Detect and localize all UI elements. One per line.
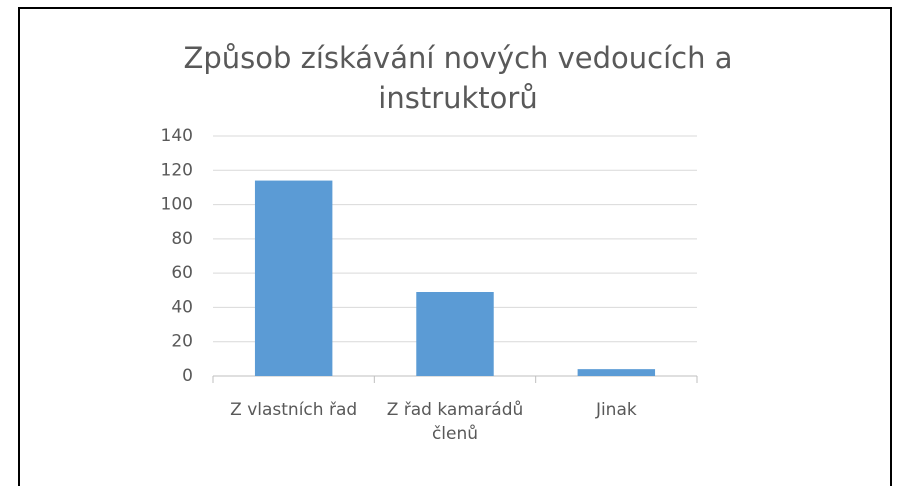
y-tick-label: 140: [161, 126, 193, 146]
y-tick-label: 80: [171, 229, 193, 249]
y-tick-label: 20: [171, 332, 193, 352]
y-tick-label: 60: [171, 263, 193, 283]
bar: [577, 369, 656, 376]
x-tick-label: Z řad kamarádů členů: [386, 400, 524, 444]
x-tick-label: Z vlastních řad: [230, 400, 358, 420]
x-tick-label: Jinak: [595, 400, 637, 420]
chart-title: Způsob získávání nových vedoucích a inst…: [183, 41, 733, 115]
y-tick-label: 120: [161, 160, 193, 180]
y-tick-label: 0: [182, 366, 193, 386]
y-tick-label: 40: [171, 297, 193, 317]
bar: [416, 292, 494, 376]
bar: [254, 180, 333, 376]
y-tick-label: 100: [161, 195, 193, 215]
chart-frame: [18, 7, 892, 486]
